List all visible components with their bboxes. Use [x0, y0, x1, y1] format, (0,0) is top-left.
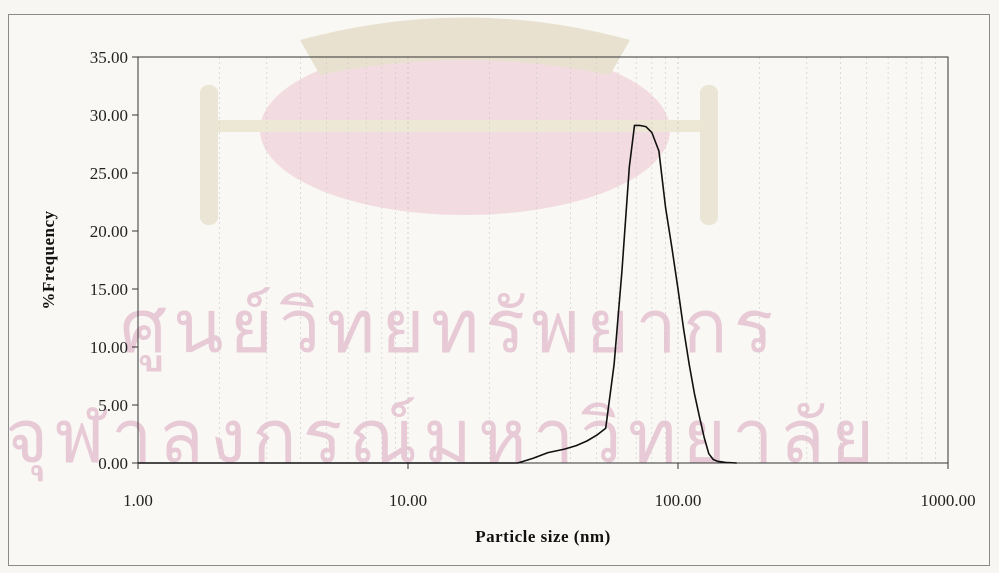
y-tick-label: 30.00	[90, 106, 128, 125]
watermark-line-2: จุฬาลงกรณ์มหาวิทยาลัย	[5, 394, 880, 482]
series-line	[138, 124, 737, 464]
y-tick-label: 15.00	[90, 280, 128, 299]
x-axis: 1.00 10.00 100.00 1000.00	[123, 463, 976, 510]
y-tick-label: 20.00	[90, 222, 128, 241]
y-tick-label: 25.00	[90, 164, 128, 183]
x-tick-label: 100.00	[655, 491, 702, 510]
y-axis-title: %Frequency	[39, 210, 58, 309]
watermark-line-1: ศูนย์วิทยทรัพยากร	[120, 284, 779, 372]
y-tick-label: 35.00	[90, 48, 128, 67]
series-group	[138, 124, 737, 464]
y-tick-label: 10.00	[90, 338, 128, 357]
y-tick-label: 0.00	[98, 454, 128, 473]
x-tick-label: 1000.00	[920, 491, 975, 510]
x-tick-label: 1.00	[123, 491, 153, 510]
watermark-text: ศูนย์วิทยทรัพยากร จุฬาลงกรณ์มหาวิทยาลัย	[5, 284, 880, 482]
plot-area	[137, 56, 949, 464]
x-tick-label: 10.00	[389, 491, 427, 510]
y-tick-label: 5.00	[98, 396, 128, 415]
emblem-watermark	[200, 17, 718, 225]
x-axis-title: Particle size (nm)	[475, 527, 611, 546]
chart-frame	[8, 14, 990, 566]
y-axis: 0.00 5.00 10.00 15.00 20.00 25.00 30.00 35.00	[90, 48, 138, 473]
